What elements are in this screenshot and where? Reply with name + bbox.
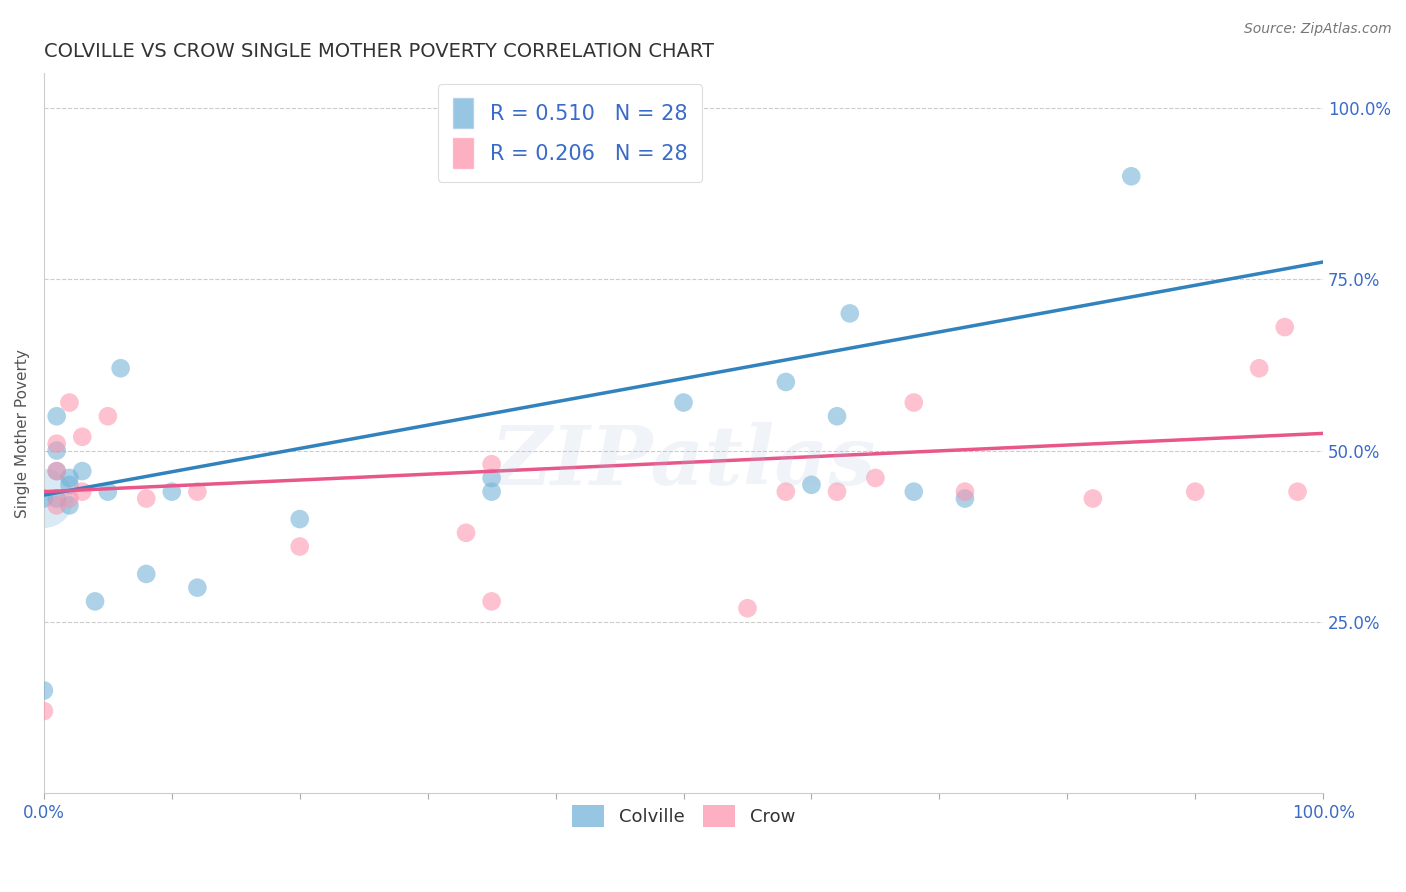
Point (481, 457, 503, 471)
Y-axis label: Single Mother Poverty: Single Mother Poverty (15, 349, 30, 518)
Point (454, 525, 477, 540)
Point (838, 306, 860, 320)
Point (45, 436, 67, 450)
Point (97, 484, 120, 499)
Point (953, 484, 976, 499)
Point (481, 594, 503, 608)
Point (672, 395, 695, 409)
Point (481, 471, 503, 485)
Point (58, 491, 80, 506)
Point (903, 395, 925, 409)
Point (135, 491, 157, 506)
Point (72, 464, 94, 478)
Text: ZIPatlas: ZIPatlas (491, 422, 876, 502)
Point (58, 395, 80, 409)
Point (45, 464, 67, 478)
Point (1081, 491, 1104, 506)
Point (58, 478, 80, 492)
Point (32, 491, 55, 506)
Text: COLVILLE VS CROW SINGLE MOTHER POVERTY CORRELATION CHART: COLVILLE VS CROW SINGLE MOTHER POVERTY C… (44, 42, 714, 61)
Point (825, 484, 848, 499)
Point (1286, 484, 1309, 499)
Point (135, 566, 157, 581)
Point (953, 491, 976, 506)
Point (865, 471, 887, 485)
Point (32, 683, 55, 698)
Point (481, 484, 503, 499)
Point (1121, 169, 1143, 184)
Point (1249, 361, 1271, 376)
Point (45, 443, 67, 458)
Point (45, 409, 67, 424)
Point (45, 464, 67, 478)
Point (288, 540, 311, 554)
Point (1274, 320, 1296, 334)
Point (45, 499, 67, 513)
Point (288, 512, 311, 526)
Point (58, 499, 80, 513)
Point (737, 601, 759, 615)
Point (775, 375, 797, 389)
Point (186, 484, 208, 499)
Point (45, 491, 67, 506)
Point (110, 361, 132, 376)
Point (58, 471, 80, 485)
Legend: Colville, Crow: Colville, Crow (565, 798, 803, 835)
Point (1184, 484, 1206, 499)
Point (825, 409, 848, 424)
Text: Source: ZipAtlas.com: Source: ZipAtlas.com (1244, 22, 1392, 37)
Point (800, 478, 823, 492)
Point (186, 581, 208, 595)
Point (72, 430, 94, 444)
Point (32, 491, 55, 506)
Point (32, 704, 55, 718)
Point (903, 484, 925, 499)
Point (84, 594, 107, 608)
Point (160, 484, 183, 499)
Point (72, 484, 94, 499)
Point (775, 484, 797, 499)
Point (97, 409, 120, 424)
